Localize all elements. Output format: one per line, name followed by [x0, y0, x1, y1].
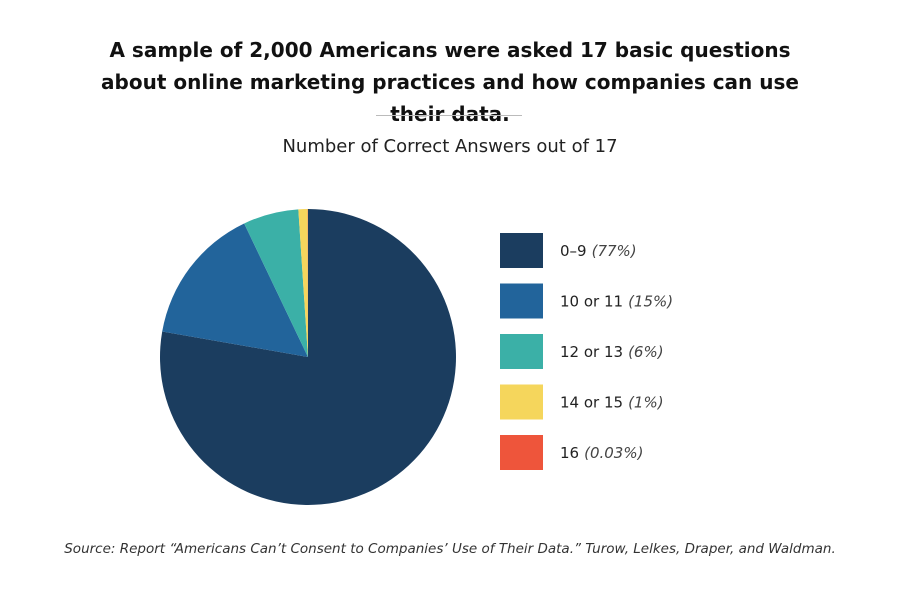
- legend-label: 0–9 (77%): [560, 242, 637, 260]
- source-note: Source: Report “Americans Can’t Consent …: [64, 541, 836, 557]
- legend-category: 14 or 15: [560, 393, 623, 411]
- chart-title: A sample of 2,000 Americans were asked 1…: [101, 38, 799, 126]
- legend-swatch: [500, 334, 543, 369]
- pie-slice: [162, 223, 308, 357]
- legend-swatch: [500, 283, 543, 319]
- legend-swatch: [500, 233, 543, 268]
- divider: [376, 115, 522, 116]
- legend-swatch: [500, 435, 543, 470]
- legend-value: (0.03%): [584, 444, 643, 462]
- legend-label: 16 (0.03%): [560, 444, 643, 462]
- legend-category: 16: [560, 444, 579, 462]
- legend-label: 14 or 15 (1%): [560, 393, 664, 411]
- pie-slice: [244, 209, 308, 357]
- chart-subtitle: Number of Correct Answers out of 17: [282, 136, 618, 157]
- legend-category: 0–9: [560, 242, 587, 260]
- legend-value: (77%): [592, 242, 637, 260]
- legend-label: 12 or 13 (6%): [560, 343, 664, 361]
- legend-value: (6%): [628, 343, 664, 361]
- legend-swatch: [500, 384, 543, 420]
- legend-value: (1%): [628, 393, 664, 411]
- legend-value: (15%): [628, 292, 673, 310]
- pie-slice: [298, 209, 308, 357]
- legend-label: 10 or 11 (15%): [560, 292, 673, 310]
- legend-category: 12 or 13: [560, 343, 623, 361]
- legend-category: 10 or 11: [560, 292, 623, 310]
